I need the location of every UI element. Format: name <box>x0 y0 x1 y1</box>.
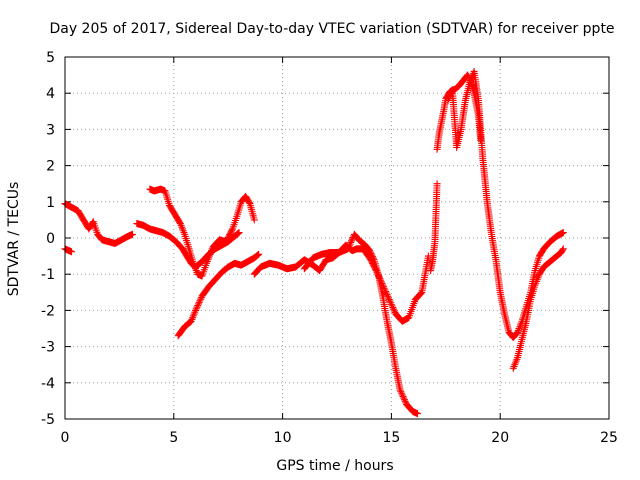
data-point <box>400 394 408 402</box>
data-point <box>234 229 242 237</box>
data-point <box>255 250 263 258</box>
data-point <box>390 307 398 315</box>
y-tick-label: 0 <box>46 231 55 247</box>
data-point <box>398 391 406 399</box>
data-point <box>433 180 441 188</box>
y-tick-label: 3 <box>46 122 55 138</box>
data-point <box>195 298 203 306</box>
data-point <box>369 253 377 261</box>
data-point <box>559 246 567 254</box>
data-point <box>345 243 353 251</box>
y-tick-label: -1 <box>41 267 55 283</box>
y-tick-label: 2 <box>46 159 55 175</box>
data-point <box>559 229 567 237</box>
data-point <box>414 410 422 418</box>
data-point <box>68 248 76 256</box>
x-tick-label: 0 <box>61 430 70 446</box>
y-tick-label: -3 <box>41 340 55 356</box>
data-point <box>235 229 243 237</box>
y-tick-label: -5 <box>41 412 55 428</box>
data-point <box>192 305 200 313</box>
x-tick-label: 15 <box>382 430 400 446</box>
chart-title: Day 205 of 2017, Sidereal Day-to-day VTE… <box>49 21 614 37</box>
y-tick-label: 1 <box>46 195 55 211</box>
data-point <box>559 245 567 253</box>
data-point <box>366 247 374 255</box>
data-point <box>194 302 202 310</box>
data-point <box>386 297 394 305</box>
data-point <box>382 289 390 297</box>
data-point <box>385 296 393 304</box>
data-point <box>368 251 376 259</box>
data-point <box>389 304 397 312</box>
data-point <box>347 238 355 246</box>
data-point <box>192 306 200 314</box>
data-point <box>128 230 136 238</box>
data-point <box>383 291 391 299</box>
data-point <box>387 299 395 307</box>
y-tick-label: -2 <box>41 303 55 319</box>
data-point <box>397 388 405 396</box>
data-point <box>396 386 404 394</box>
y-tick-label: 4 <box>46 86 55 102</box>
data-point <box>348 237 356 245</box>
y-axis-label: SDTVAR / TECUs <box>6 182 22 297</box>
data-point <box>369 254 377 262</box>
data-point <box>400 396 408 404</box>
data-point <box>346 240 354 248</box>
data-point <box>416 290 424 298</box>
data-point <box>254 251 262 259</box>
axis-ticks: 0 5 10 15 20 25 -5 -4 -3 -2 -1 0 1 2 3 4 5 <box>41 50 618 446</box>
data-point <box>388 302 396 310</box>
data-point <box>193 303 201 311</box>
data-point <box>250 216 258 224</box>
data-point <box>401 397 409 405</box>
data-point <box>234 230 242 238</box>
data-point <box>245 198 253 206</box>
data-points <box>61 67 567 418</box>
x-tick-label: 25 <box>600 430 618 446</box>
x-axis-label: GPS time / hours <box>276 458 393 474</box>
x-tick-label: 20 <box>491 430 509 446</box>
plot-frame <box>64 56 610 420</box>
data-point <box>390 305 398 313</box>
data-point <box>253 251 261 259</box>
data-point <box>399 392 407 400</box>
data-point <box>176 218 184 226</box>
y-tick-label: 5 <box>46 50 55 66</box>
data-point <box>228 226 236 234</box>
data-point <box>417 289 425 297</box>
grid-lines <box>65 57 609 419</box>
data-point <box>344 245 352 253</box>
data-point <box>387 300 395 308</box>
data-point <box>366 248 374 256</box>
data-point <box>398 389 406 397</box>
y-tick-label: -4 <box>41 376 55 392</box>
x-tick-label: 10 <box>274 430 292 446</box>
data-point <box>197 295 205 303</box>
data-point <box>345 242 353 250</box>
data-point <box>196 297 204 305</box>
data-point <box>367 250 375 258</box>
x-tick-label: 5 <box>169 430 178 446</box>
data-point <box>194 300 202 308</box>
